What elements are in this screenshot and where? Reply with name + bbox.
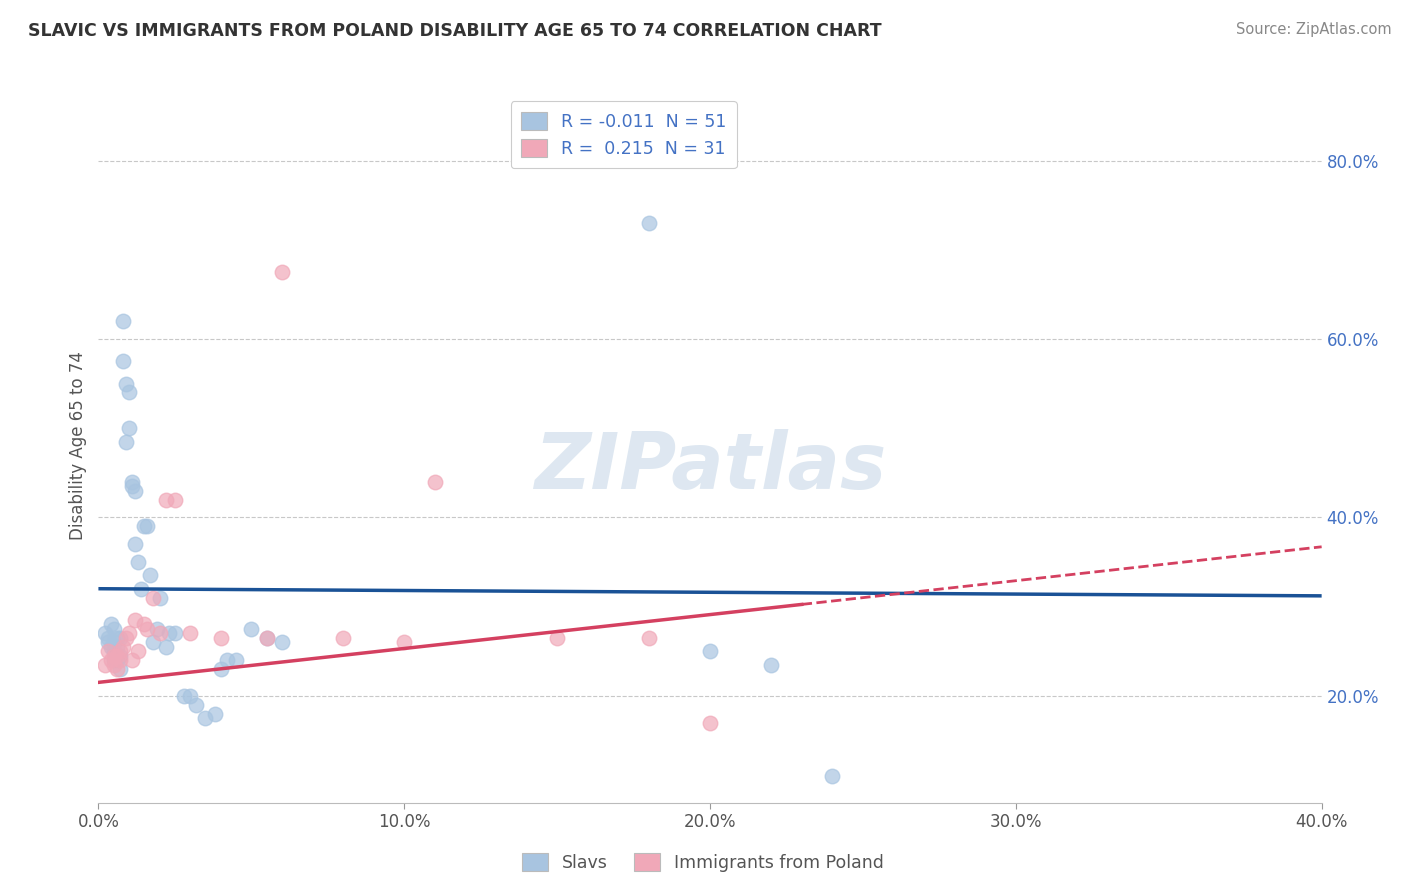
Point bbox=[97, 644, 120, 658]
Point bbox=[111, 640, 134, 654]
Point bbox=[149, 626, 172, 640]
Point bbox=[118, 626, 141, 640]
Point bbox=[115, 631, 138, 645]
Point bbox=[699, 715, 721, 730]
Point bbox=[134, 617, 156, 632]
Point bbox=[103, 635, 125, 649]
Text: SLAVIC VS IMMIGRANTS FROM POLAND DISABILITY AGE 65 TO 74 CORRELATION CHART: SLAVIC VS IMMIGRANTS FROM POLAND DISABIL… bbox=[28, 22, 882, 40]
Point bbox=[225, 653, 247, 667]
Point bbox=[100, 617, 122, 632]
Point bbox=[204, 706, 226, 721]
Point bbox=[108, 653, 131, 667]
Point bbox=[121, 475, 143, 489]
Point bbox=[163, 492, 186, 507]
Point bbox=[129, 582, 152, 596]
Legend: R = -0.011  N = 51, R =  0.215  N = 31: R = -0.011 N = 51, R = 0.215 N = 31 bbox=[510, 102, 737, 169]
Point bbox=[97, 635, 120, 649]
Point bbox=[179, 626, 201, 640]
Point bbox=[142, 635, 165, 649]
Point bbox=[209, 662, 232, 676]
Point bbox=[111, 354, 134, 368]
Point bbox=[100, 653, 122, 667]
Text: Source: ZipAtlas.com: Source: ZipAtlas.com bbox=[1236, 22, 1392, 37]
Point bbox=[637, 216, 661, 230]
Point bbox=[256, 631, 278, 645]
Point bbox=[127, 644, 149, 658]
Point bbox=[103, 657, 125, 672]
Point bbox=[173, 689, 195, 703]
Point bbox=[93, 657, 115, 672]
Point bbox=[145, 622, 167, 636]
Point bbox=[759, 657, 782, 672]
Point bbox=[423, 475, 446, 489]
Point bbox=[93, 626, 115, 640]
Point bbox=[270, 265, 292, 279]
Point bbox=[637, 631, 661, 645]
Point bbox=[103, 622, 125, 636]
Point bbox=[118, 421, 141, 435]
Point bbox=[157, 626, 180, 640]
Legend: Slavs, Immigrants from Poland: Slavs, Immigrants from Poland bbox=[515, 847, 891, 879]
Point bbox=[103, 644, 125, 658]
Point bbox=[270, 635, 292, 649]
Y-axis label: Disability Age 65 to 74: Disability Age 65 to 74 bbox=[69, 351, 87, 541]
Point bbox=[821, 769, 844, 783]
Point bbox=[155, 492, 177, 507]
Point bbox=[392, 635, 416, 649]
Point bbox=[100, 640, 122, 654]
Point bbox=[115, 376, 138, 391]
Point bbox=[332, 631, 354, 645]
Point bbox=[215, 653, 238, 667]
Point bbox=[179, 689, 201, 703]
Point bbox=[103, 653, 125, 667]
Point bbox=[121, 479, 143, 493]
Point bbox=[97, 631, 120, 645]
Point bbox=[105, 631, 128, 645]
Point bbox=[134, 519, 156, 533]
Point bbox=[240, 622, 263, 636]
Point bbox=[139, 568, 162, 582]
Point bbox=[108, 648, 131, 663]
Point bbox=[105, 648, 128, 663]
Point bbox=[142, 591, 165, 605]
Point bbox=[105, 662, 128, 676]
Point bbox=[124, 483, 146, 498]
Point bbox=[136, 519, 159, 533]
Point bbox=[108, 631, 131, 645]
Point bbox=[194, 711, 217, 725]
Point bbox=[127, 555, 149, 569]
Point bbox=[155, 640, 177, 654]
Point bbox=[121, 653, 143, 667]
Point bbox=[111, 314, 134, 328]
Point bbox=[105, 653, 128, 667]
Point bbox=[115, 434, 138, 449]
Point bbox=[108, 644, 131, 658]
Point bbox=[256, 631, 278, 645]
Point bbox=[136, 622, 159, 636]
Point bbox=[124, 537, 146, 551]
Point bbox=[546, 631, 568, 645]
Point bbox=[124, 613, 146, 627]
Point bbox=[186, 698, 208, 712]
Point bbox=[209, 631, 232, 645]
Point bbox=[108, 662, 131, 676]
Point bbox=[149, 591, 172, 605]
Point bbox=[163, 626, 186, 640]
Point bbox=[118, 385, 141, 400]
Point bbox=[103, 648, 125, 663]
Point bbox=[699, 644, 721, 658]
Point bbox=[105, 640, 128, 654]
Text: ZIPatlas: ZIPatlas bbox=[534, 429, 886, 506]
